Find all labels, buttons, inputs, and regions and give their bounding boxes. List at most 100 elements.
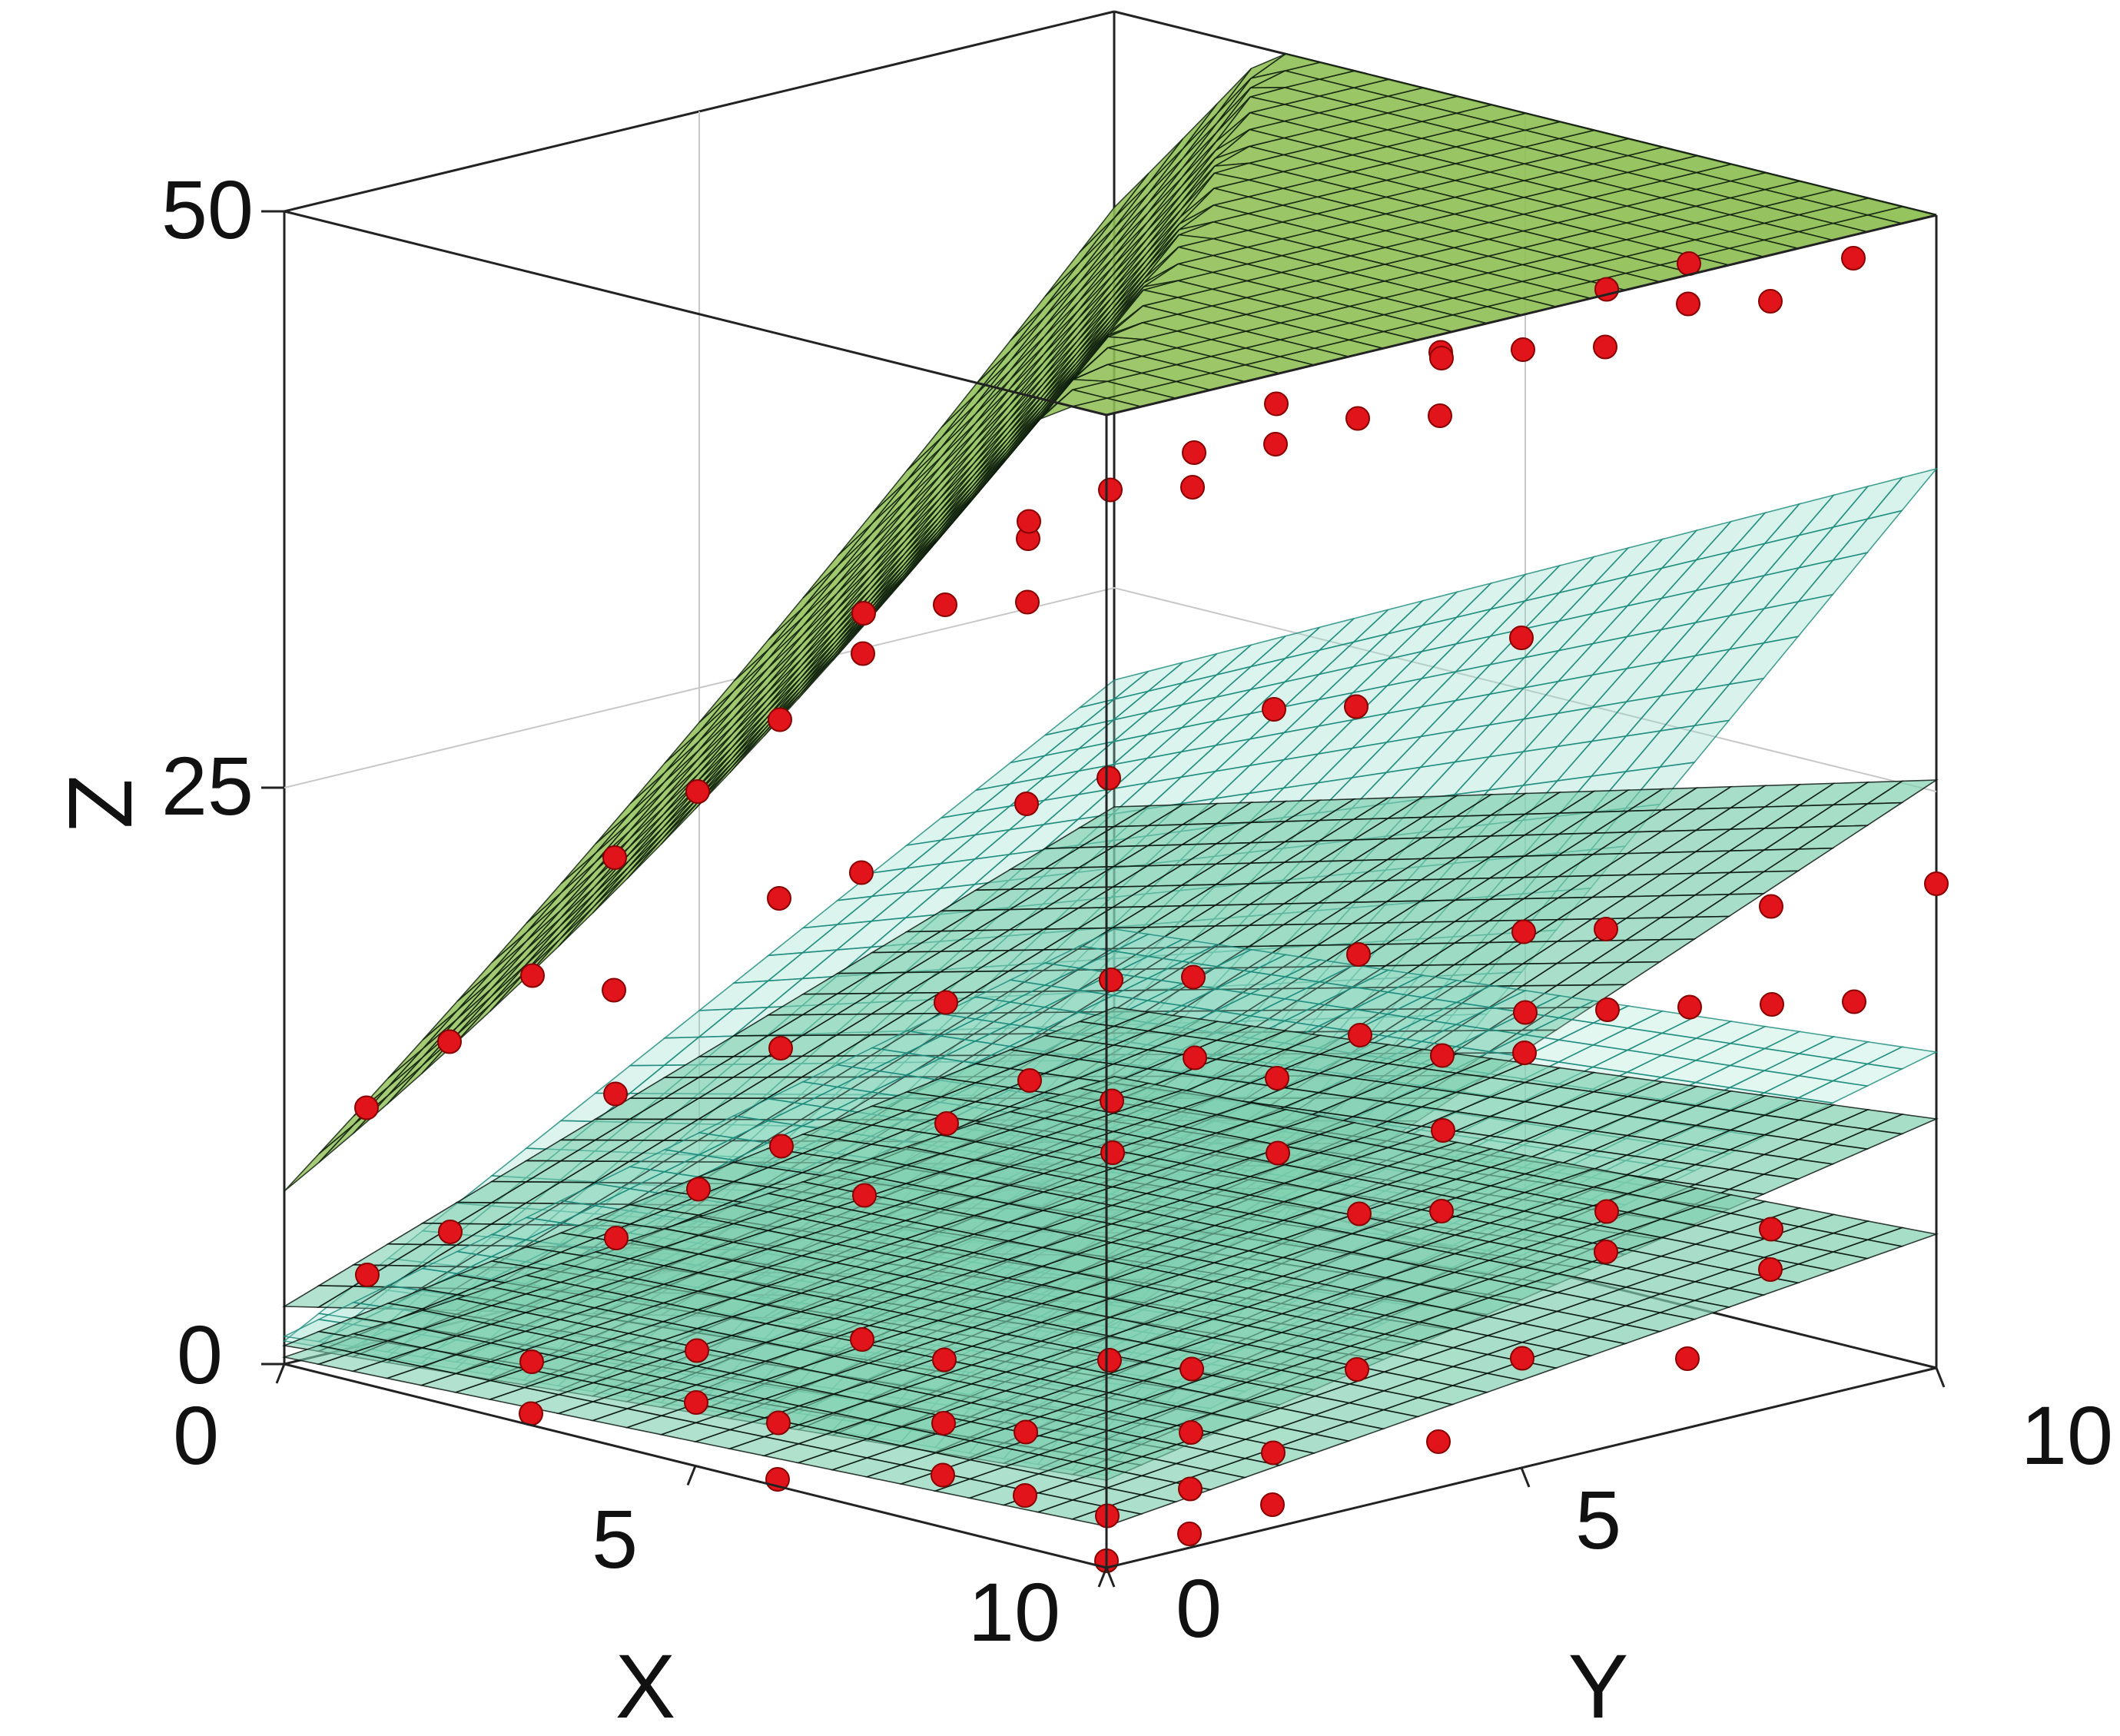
data-point xyxy=(1100,1088,1124,1114)
surfaces-layer xyxy=(281,53,1939,1527)
data-point xyxy=(931,1411,956,1436)
data-point xyxy=(1264,391,1289,417)
data-point xyxy=(1676,291,1700,317)
data-point xyxy=(1511,919,1536,944)
grid-line-z xyxy=(284,586,1937,792)
data-point xyxy=(1263,432,1288,456)
data-point xyxy=(768,1036,793,1061)
data-point xyxy=(1595,997,1620,1022)
data-point xyxy=(438,1220,463,1244)
data-point xyxy=(684,1390,708,1415)
data-point xyxy=(1593,334,1617,360)
data-point xyxy=(1265,1066,1289,1090)
data-point xyxy=(1430,1043,1455,1068)
surface-cell xyxy=(282,1285,356,1308)
data-point xyxy=(1096,765,1121,791)
data-point xyxy=(1014,792,1039,816)
data-point xyxy=(769,1134,794,1159)
data-point xyxy=(1594,1240,1618,1264)
x-axis-label: X xyxy=(615,1636,676,1736)
data-point xyxy=(1180,475,1205,500)
data-point xyxy=(1841,246,1866,271)
ticks-layer xyxy=(261,210,1946,1588)
data-point xyxy=(604,1226,629,1250)
data-point xyxy=(933,592,957,617)
data-point xyxy=(1429,1199,1454,1223)
data-point xyxy=(1346,942,1371,967)
y-tick-mark xyxy=(1520,1467,1531,1488)
data-point xyxy=(1099,968,1123,992)
surface-5 xyxy=(281,1076,1939,1527)
y-tick-mark xyxy=(1935,1367,1946,1388)
data-point xyxy=(934,990,958,1015)
surface-cell xyxy=(284,1124,354,1192)
data-point xyxy=(1345,1357,1369,1382)
y-tick-mark xyxy=(1105,1567,1116,1588)
data-point xyxy=(1347,1201,1372,1226)
data-point xyxy=(1017,509,1041,534)
data-point xyxy=(1182,440,1206,465)
data-point xyxy=(931,1462,955,1488)
data-point xyxy=(934,1111,959,1136)
surface-0 xyxy=(284,53,1937,1192)
data-point xyxy=(1260,1492,1285,1517)
y-tick-label-10: 10 xyxy=(2021,1389,2113,1482)
data-point xyxy=(1759,894,1783,919)
data-point xyxy=(1759,1217,1783,1242)
data-point xyxy=(1345,406,1370,431)
x-tick-label-5: 5 xyxy=(592,1492,638,1585)
data-point xyxy=(354,1095,379,1120)
data-point xyxy=(437,1029,462,1054)
data-point xyxy=(1017,1068,1042,1093)
data-point xyxy=(1266,1140,1290,1166)
data-point xyxy=(1924,871,1949,896)
data-point xyxy=(1013,1483,1037,1508)
data-point xyxy=(1179,1420,1203,1445)
data-point xyxy=(1426,1429,1451,1454)
z-tick-label-50: 50 xyxy=(161,163,254,256)
data-point xyxy=(1513,1000,1538,1025)
data-point xyxy=(1097,1348,1122,1373)
data-point xyxy=(1677,994,1702,1020)
data-point xyxy=(520,963,545,988)
data-point xyxy=(686,1177,711,1202)
data-point xyxy=(1594,1199,1619,1224)
data-point xyxy=(1100,1140,1125,1165)
data-point xyxy=(1015,589,1040,615)
z-axis-label: Z xyxy=(49,775,151,831)
data-point xyxy=(1510,1346,1534,1371)
data-point xyxy=(766,1410,791,1436)
axis-box-edge-front xyxy=(1106,214,1937,417)
data-point xyxy=(1428,403,1452,428)
data-point xyxy=(1181,964,1206,990)
data-point xyxy=(1842,989,1866,1014)
data-point xyxy=(1429,346,1454,370)
z-tick-label-25: 25 xyxy=(161,739,254,832)
data-point xyxy=(1431,1118,1455,1143)
data-point xyxy=(849,860,874,885)
data-point xyxy=(1594,917,1618,941)
data-point xyxy=(602,978,626,1003)
x-tick-mark xyxy=(1097,1567,1108,1588)
data-point xyxy=(1509,626,1534,650)
data-point xyxy=(851,601,876,626)
data-point xyxy=(768,707,792,732)
data-point xyxy=(519,1349,544,1374)
x-tick-label-10: 10 xyxy=(968,1565,1060,1658)
data-point xyxy=(1179,1356,1204,1382)
data-point xyxy=(685,779,710,804)
data-point xyxy=(1344,694,1369,719)
y-tick-label-0: 0 xyxy=(1176,1562,1222,1655)
x-tick-mark xyxy=(686,1465,697,1486)
data-point xyxy=(1348,1023,1372,1047)
z-tick-label-0: 0 xyxy=(177,1308,223,1401)
data-point xyxy=(851,641,875,666)
data-point xyxy=(1183,1045,1207,1070)
data-point xyxy=(1177,1522,1202,1546)
data-point xyxy=(602,845,627,870)
data-point xyxy=(1261,1440,1286,1465)
data-point xyxy=(1758,1257,1783,1282)
surface-cell xyxy=(281,1344,356,1365)
surface-cell xyxy=(318,1087,389,1155)
